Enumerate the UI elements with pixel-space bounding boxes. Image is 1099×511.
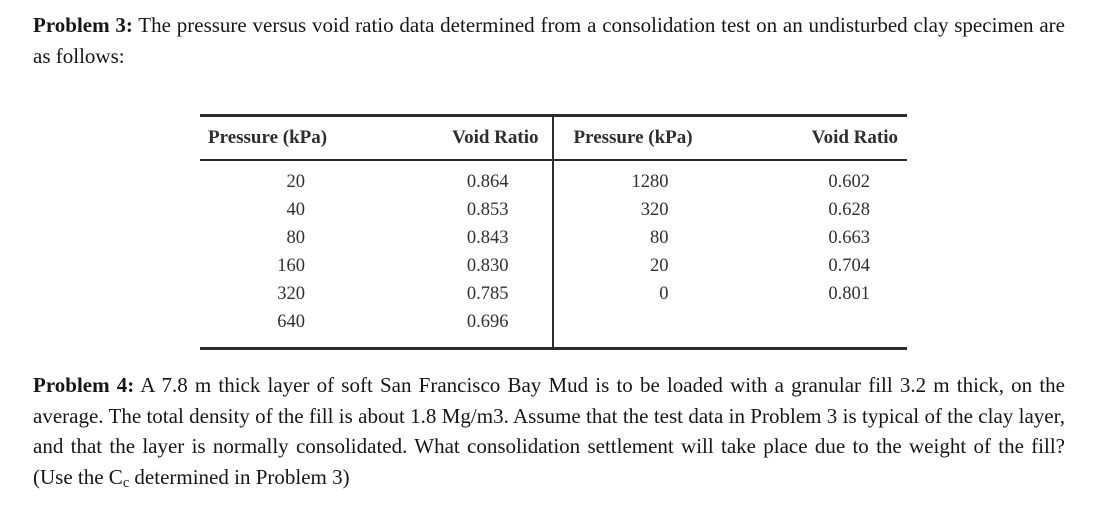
table-left-half: Pressure (kPa) Void Ratio 20 0.864 40 0.… <box>200 117 554 347</box>
void-ratio-value: 0.628 <box>828 200 870 220</box>
void-ratio-value: 0.696 <box>466 312 509 332</box>
pressure-value: 640 <box>277 312 305 332</box>
cc-subscript: c <box>122 474 130 491</box>
column-header-pressure: Pressure (kPa) <box>208 127 328 148</box>
pressure-value: 1280 <box>631 172 669 192</box>
void-ratio-value: 0.830 <box>466 256 509 276</box>
table-row: 1280 0.602 <box>554 168 908 196</box>
table-row: 320 0.628 <box>554 196 908 224</box>
problem3-paragraph: Problem 3: The pressure versus void rati… <box>33 10 1065 71</box>
problem3-text: The pressure versus void ratio data dete… <box>33 13 1065 68</box>
table-row: 160 0.830 <box>200 252 552 280</box>
void-ratio-value: 0.663 <box>828 228 870 248</box>
void-ratio-value <box>669 308 908 336</box>
table-row: 40 0.853 <box>200 196 552 224</box>
column-header-pressure: Pressure (kPa) <box>573 127 693 148</box>
pressure-value: 320 <box>640 200 669 220</box>
problem3-label: Problem 3: <box>33 13 133 37</box>
pressure-value: 40 <box>286 200 306 220</box>
table-right-header-row: Pressure (kPa) Void Ratio <box>553 117 907 161</box>
void-ratio-value: 0.602 <box>828 172 870 192</box>
table-left-body: 20 0.864 40 0.853 80 0.843 160 0.830 320… <box>200 161 552 347</box>
pressure-value: 20 <box>650 256 669 276</box>
problem4-text-end: determined in Problem 3) <box>129 464 350 489</box>
table-row: 640 0.696 <box>200 308 552 336</box>
pressure-value: 160 <box>277 256 305 276</box>
table-row: 320 0.785 <box>200 280 552 308</box>
table-right-body: 1280 0.602 320 0.628 80 0.663 20 0.704 0… <box>554 161 908 347</box>
void-ratio-value: 0.853 <box>466 200 509 220</box>
void-ratio-value: 0.801 <box>828 284 870 304</box>
problem4-text: A 7.8 m thick layer of soft San Francisc… <box>33 373 1065 489</box>
pressure-value <box>554 308 669 336</box>
table-row: 80 0.843 <box>200 224 552 252</box>
pressure-value: 80 <box>650 228 669 248</box>
pressure-value: 80 <box>286 228 306 248</box>
pressure-value: 0 <box>659 284 669 304</box>
pressure-value: 20 <box>286 172 306 192</box>
table-row <box>554 308 908 336</box>
pressure-value: 320 <box>277 284 305 304</box>
table-left-header-row: Pressure (kPa) Void Ratio <box>200 117 552 161</box>
column-header-void-ratio: Void Ratio <box>811 127 898 148</box>
void-ratio-value: 0.785 <box>466 284 509 304</box>
table-row: 20 0.864 <box>200 168 552 196</box>
table-row: 20 0.704 <box>554 252 908 280</box>
table-right-half: Pressure (kPa) Void Ratio 1280 0.602 320… <box>553 117 908 347</box>
problem4-paragraph: Problem 4: A 7.8 m thick layer of soft S… <box>33 370 1065 495</box>
table-row: 0 0.801 <box>554 280 908 308</box>
problem4-label: Problem 4: <box>33 373 135 397</box>
void-ratio-value: 0.843 <box>466 228 509 248</box>
column-header-void-ratio: Void Ratio <box>452 127 539 148</box>
void-ratio-value: 0.704 <box>828 256 870 276</box>
void-ratio-value: 0.864 <box>466 172 509 192</box>
table-row: 80 0.663 <box>554 224 908 252</box>
consolidation-table: Pressure (kPa) Void Ratio 20 0.864 40 0.… <box>200 114 907 350</box>
